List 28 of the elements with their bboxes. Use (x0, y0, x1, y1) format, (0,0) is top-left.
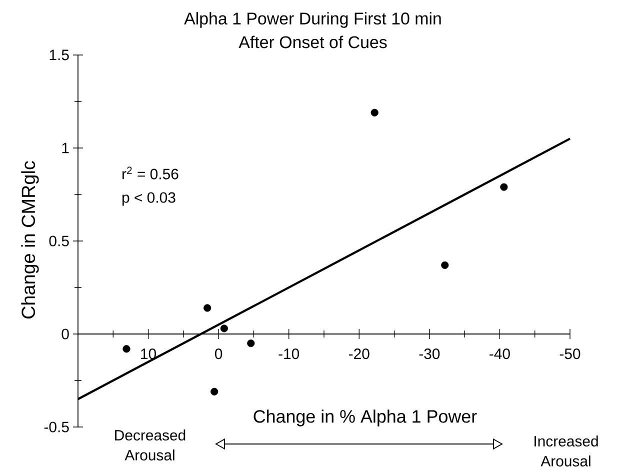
x-tick-label: -20 (348, 348, 370, 360)
point (441, 261, 449, 269)
y-tick-label: 0 (62, 328, 69, 340)
chart-subtitle: After Onset of Cues (238, 36, 387, 48)
point (370, 108, 378, 116)
x-tick-label: -50 (560, 348, 580, 360)
x-tick-label: -40 (490, 348, 510, 360)
chart-title: Alpha 1 Power During First 10 min (184, 12, 441, 28)
text: Increased Arousal (534, 436, 598, 466)
x-tick-label: 0 (214, 348, 222, 360)
x-tick-label: -10 (278, 348, 300, 360)
y-tick-label: 0.5 (49, 236, 69, 246)
y-axis-title: Change in CMRglc (21, 161, 39, 318)
point (122, 345, 130, 353)
annotation: p < 0.03 (122, 192, 176, 206)
x-axis-title: Change in % Alpha 1 Power (254, 410, 477, 426)
point (210, 388, 218, 396)
point (220, 324, 228, 332)
y-tick-label: -0.5 (44, 422, 69, 432)
text: Decreased Arousal (115, 430, 186, 460)
point (247, 340, 255, 348)
point (500, 183, 508, 191)
annotation: r$^{2}$ = 0.56 (122, 166, 178, 180)
x-tick-label: -30 (419, 348, 440, 360)
y-tick-label: 1.5 (50, 50, 69, 60)
y-tick-label: 1 (62, 142, 69, 154)
x-tick-label: 10 (141, 348, 156, 360)
point (204, 304, 212, 312)
